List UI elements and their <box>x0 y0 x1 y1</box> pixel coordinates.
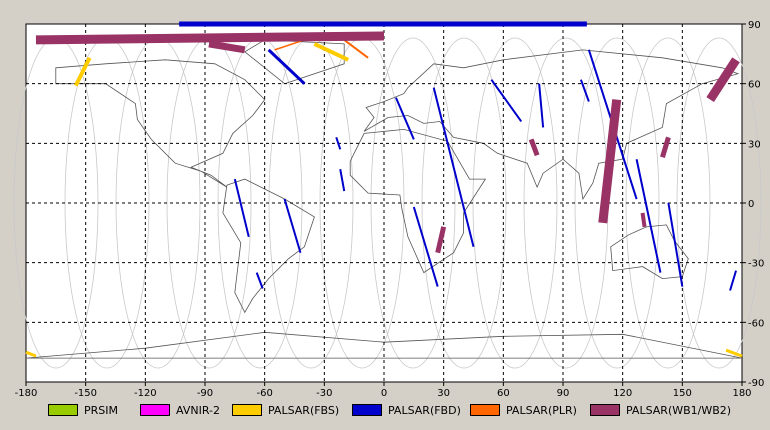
swath-palsar-wb1-wb2- <box>598 99 622 224</box>
gridlines <box>26 24 742 382</box>
continent-outline <box>55 59 266 188</box>
x-tick-label: 150 <box>673 388 692 399</box>
swath-palsar-fbd- <box>635 159 662 273</box>
observation-swaths <box>25 21 743 358</box>
legend-label: PRSIM <box>84 403 118 417</box>
swath-palsar-plr- <box>274 39 305 51</box>
swath-palsar-fbs- <box>25 350 37 358</box>
legend-swatch <box>352 404 382 416</box>
x-tick-label: 90 <box>557 388 570 399</box>
swath-palsar-wb1-wb2- <box>208 40 246 54</box>
x-tick-label: 60 <box>497 388 510 399</box>
y-tick-label: -60 <box>748 318 764 329</box>
continent-outline <box>25 331 743 359</box>
coastlines <box>25 39 743 359</box>
swath-palsar-fbd- <box>267 48 306 85</box>
continent-outline <box>244 39 345 85</box>
legend-label: PALSAR(PLR) <box>506 403 577 417</box>
swath-palsar-fbd- <box>255 272 264 289</box>
swath-palsar-wb1-wb2- <box>528 138 540 157</box>
continent-outline <box>222 178 315 314</box>
x-tick-label: -30 <box>316 388 332 399</box>
legend-label: PALSAR(FBD) <box>388 403 461 417</box>
x-tick-label: -150 <box>74 388 97 399</box>
legend-swatch <box>590 404 620 416</box>
swath-palsar-fbs- <box>725 348 743 358</box>
swath-palsar-fbd- <box>395 97 415 140</box>
swath-palsar-fbd- <box>233 178 250 238</box>
x-tick-label: 30 <box>437 388 450 399</box>
swath-palsar-fbd- <box>490 79 523 123</box>
swath-palsar-fbd- <box>729 270 737 291</box>
legend-item: PALSAR(WB1/WB2) <box>590 402 731 418</box>
swath-palsar-fbd- <box>579 79 590 102</box>
swath-palsar-fbd- <box>335 137 342 150</box>
swath-palsar-fbd- <box>667 202 684 287</box>
legend-swatch <box>48 404 78 416</box>
y-tick-label: -90 <box>748 378 764 389</box>
x-tick-label: 120 <box>613 388 632 399</box>
legend-item: PRSIM <box>48 402 118 418</box>
swath-palsar-wb1-wb2- <box>660 136 671 158</box>
swath-palsar-fbd- <box>538 83 545 128</box>
x-tick-label: -120 <box>134 388 157 399</box>
swath-palsar-plr- <box>343 39 369 59</box>
y-tick-label: 0 <box>748 199 754 210</box>
legend-item: PALSAR(PLR) <box>470 402 577 418</box>
x-tick-label: -90 <box>197 388 213 399</box>
y-tick-label: 60 <box>748 80 761 91</box>
continent-outline <box>363 49 740 201</box>
swath-palsar-fbd- <box>339 169 346 192</box>
y-tick-label: 30 <box>748 139 761 150</box>
x-tick-label: 180 <box>732 388 751 399</box>
legend: PRSIM AVNIR-2 PALSAR(FBS) PALSAR(FBD) PALSAR… <box>0 402 770 420</box>
y-tick-label: -30 <box>748 259 764 270</box>
legend-swatch <box>140 404 170 416</box>
x-tick-label: -180 <box>15 388 38 399</box>
swath-palsar-wb1-wb2- <box>706 57 740 103</box>
x-axis-ticks: -180 -150 -120 -90 -60 -30 0 30 60 90 120 150 180 <box>15 382 752 399</box>
legend-label: PALSAR(WB1/WB2) <box>626 403 732 417</box>
swath-palsar-wb1-wb2- <box>435 226 447 254</box>
swath-palsar-fbd- <box>283 198 302 254</box>
legend-swatch <box>232 404 262 416</box>
continent-outline <box>610 224 689 280</box>
legend-label: PALSAR(FBS) <box>268 403 340 417</box>
legend-swatch <box>470 404 500 416</box>
legend-label: AVNIR-2 <box>176 403 220 417</box>
swath-palsar-fbd- <box>412 206 439 287</box>
swath-palsar-fbd- <box>432 87 475 247</box>
swath-palsar-wb1-wb2- <box>35 31 385 45</box>
x-tick-label: -60 <box>256 388 272 399</box>
legend-item: PALSAR(FBS) <box>232 402 339 418</box>
y-axis-ticks: 90 60 30 0 -30 -60 -90 <box>742 20 764 389</box>
legend-item: AVNIR-2 <box>140 402 220 418</box>
swath-palsar-fbs- <box>313 42 350 62</box>
legend-item: PALSAR(FBD) <box>352 402 461 418</box>
x-tick-label: 0 <box>381 388 387 399</box>
swath-palsar-fbs- <box>73 56 92 87</box>
swath-palsar-wb1-wb2- <box>640 212 647 228</box>
y-tick-label: 90 <box>748 20 761 31</box>
